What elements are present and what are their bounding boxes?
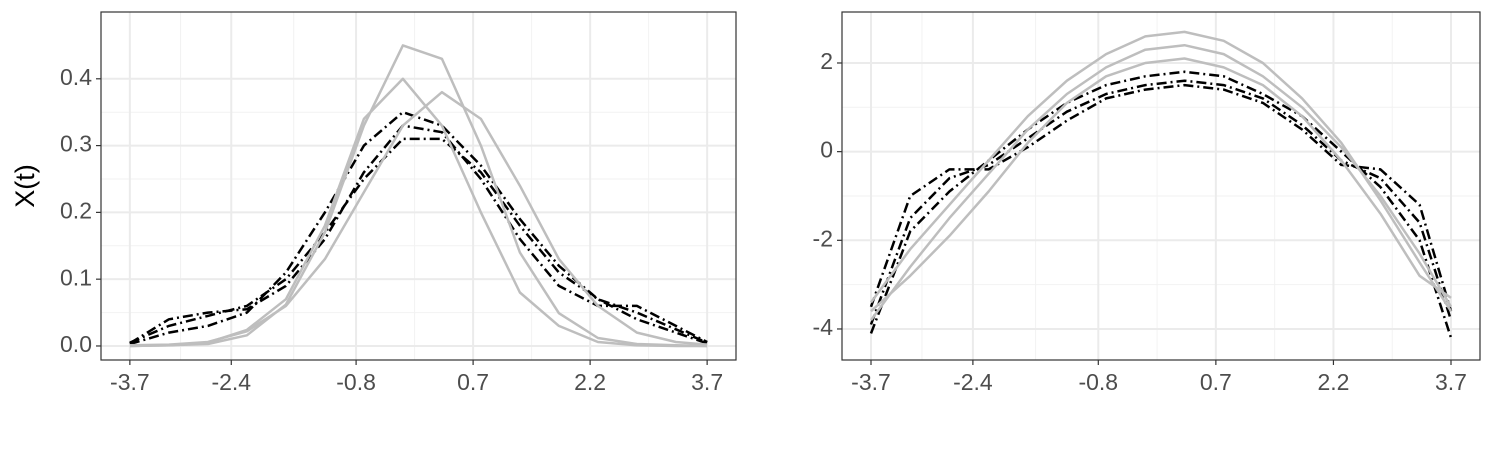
y-tick-label: 0.1 xyxy=(60,264,92,290)
x-tick-label: -2.4 xyxy=(211,369,251,395)
x-tick-label: 3.7 xyxy=(1435,369,1467,395)
curve xyxy=(129,90,708,347)
curve xyxy=(870,57,1452,313)
x-tick-label: -0.8 xyxy=(336,369,376,395)
curve xyxy=(129,44,708,348)
y-tick-label: -4 xyxy=(813,314,834,340)
curve xyxy=(129,124,708,345)
y-tick-label: -2 xyxy=(813,225,833,251)
curve xyxy=(129,110,708,346)
y-tick-label: 0.4 xyxy=(60,64,92,90)
x-tick-label: 2.2 xyxy=(574,369,606,395)
y-tick-label: 0 xyxy=(820,137,833,163)
curve xyxy=(869,30,1453,312)
y-tick-label: 0.2 xyxy=(60,197,92,223)
x-tick-label: -3.7 xyxy=(110,369,150,395)
plot-border xyxy=(841,11,1481,361)
curve xyxy=(869,83,1453,312)
x-tick-label: 3.7 xyxy=(691,369,723,395)
y-axis-title: X(t) xyxy=(10,164,40,208)
x-tick-label: -0.8 xyxy=(1078,369,1118,395)
y-tick-label: 0.3 xyxy=(60,131,92,157)
curve xyxy=(869,79,1453,325)
x-tick-label: -3.7 xyxy=(851,369,891,395)
x-tick-label: 2.2 xyxy=(1317,369,1349,395)
y-tick-label: 0.0 xyxy=(60,331,92,357)
plot-background xyxy=(842,12,1480,360)
curve xyxy=(869,70,1453,339)
plot-border xyxy=(100,11,737,361)
y-tick-label: 2 xyxy=(820,48,833,74)
x-tick-label: 0.7 xyxy=(1200,369,1232,395)
x-tick-label: 0.7 xyxy=(457,369,489,395)
plot-background xyxy=(101,12,736,360)
x-tick-label: -2.4 xyxy=(953,369,993,395)
